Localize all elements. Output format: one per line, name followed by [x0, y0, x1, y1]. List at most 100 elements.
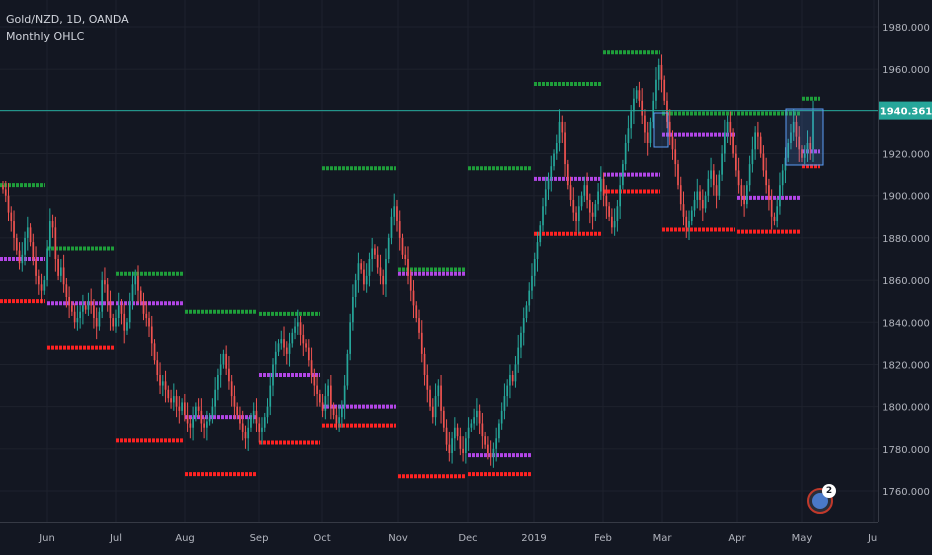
- candle-body: [688, 221, 690, 228]
- candle-body: [542, 206, 544, 226]
- candle-body: [748, 164, 751, 186]
- candle-body: [161, 381, 164, 386]
- candle-body: [682, 204, 685, 217]
- candle-body: [533, 259, 536, 276]
- candle-body: [564, 132, 566, 165]
- candle-body: [32, 242, 35, 259]
- candle-body: [784, 157, 787, 171]
- candle-body: [489, 453, 492, 458]
- candle-body: [285, 347, 288, 354]
- time-tick-label: Aug: [175, 533, 195, 544]
- candle-body: [517, 347, 520, 365]
- candle-body: [206, 421, 208, 428]
- candle-body: [217, 375, 219, 390]
- events-badge[interactable]: 2: [807, 484, 836, 514]
- candle-body: [134, 275, 137, 285]
- candle-body: [175, 396, 178, 407]
- candle-body: [619, 185, 621, 207]
- candle-body: [746, 185, 748, 205]
- candle-body: [732, 132, 734, 154]
- candle-body: [98, 311, 101, 327]
- candle-body: [803, 153, 806, 158]
- candle-body: [795, 121, 798, 137]
- candle-body: [343, 385, 346, 407]
- candle-body: [437, 385, 440, 397]
- candle-body: [525, 305, 528, 319]
- candle-body: [539, 225, 542, 243]
- candle-body: [172, 396, 175, 403]
- candle-body: [349, 322, 351, 354]
- candle-body: [434, 396, 437, 418]
- candle-body: [679, 185, 682, 205]
- candle-body: [318, 393, 321, 403]
- price-axis[interactable]: 1760.000 1780.000 1800.000 1820.000 1840.000…: [878, 0, 932, 522]
- candle-body: [520, 332, 522, 348]
- candle-body: [401, 237, 404, 255]
- candle-body: [387, 237, 390, 259]
- candle-body: [536, 242, 539, 259]
- candle-body: [812, 111, 814, 150]
- candle-body: [7, 195, 10, 213]
- candle-body: [57, 259, 59, 276]
- candle-body: [4, 189, 7, 196]
- candle-body: [781, 170, 784, 186]
- candle-body: [779, 185, 781, 207]
- candle-body: [283, 339, 285, 348]
- price-chart[interactable]: [0, 0, 878, 522]
- candle-body: [470, 423, 473, 428]
- candle-body: [280, 339, 283, 344]
- candle-body: [385, 259, 387, 285]
- candle-body: [465, 438, 467, 454]
- candle-body: [239, 415, 241, 424]
- indicator-label[interactable]: Monthly OHLC: [6, 30, 85, 43]
- candle-body: [685, 216, 688, 228]
- price-tick-label: 1900.000: [882, 192, 930, 203]
- candle-body: [37, 275, 40, 285]
- time-tick-label: Dec: [458, 533, 477, 544]
- candle-body: [214, 389, 216, 407]
- candle-body: [142, 301, 145, 314]
- candle-body: [368, 259, 371, 276]
- time-axis[interactable]: Jun Jul Aug Sep Oct Nov Dec 2019 Feb Mar Apr May Jul: [0, 522, 880, 551]
- candle-body: [531, 275, 533, 291]
- candle-body: [43, 280, 46, 291]
- candle-body: [809, 143, 812, 150]
- candle-body: [600, 178, 602, 192]
- candle-body: [247, 427, 250, 439]
- candle-body: [153, 343, 156, 361]
- candle-body: [770, 199, 773, 217]
- candle-body: [492, 448, 495, 458]
- candle-body: [195, 406, 197, 418]
- time-tick-label: Sep: [250, 533, 269, 544]
- selection-box-small: [653, 112, 669, 148]
- candle-body: [737, 170, 740, 186]
- candle-body: [644, 115, 646, 133]
- candle-body: [726, 121, 729, 133]
- candle-body: [690, 210, 693, 222]
- candle-body: [393, 206, 396, 217]
- candle-body: [294, 326, 296, 333]
- candle-body: [302, 334, 305, 344]
- candle-body: [233, 396, 236, 407]
- chart-area[interactable]: Gold/NZD, 1D, OANDA Monthly OHLC 2: [0, 0, 878, 522]
- candle-body: [54, 227, 57, 259]
- candle-body: [148, 318, 150, 327]
- candle-body: [126, 322, 128, 331]
- price-tick-label: 1840.000: [882, 318, 930, 329]
- candle-body: [757, 132, 759, 137]
- time-tick-label: Oct: [313, 533, 330, 544]
- candle-body: [390, 216, 393, 238]
- candle-body: [104, 280, 106, 285]
- candle-body: [624, 143, 627, 165]
- candle-body: [197, 406, 200, 411]
- candle-body: [335, 415, 338, 424]
- candle-body: [139, 290, 142, 302]
- symbol-title[interactable]: Gold/NZD, 1D, OANDA: [6, 13, 129, 26]
- candle-body: [68, 296, 70, 306]
- candle-body: [250, 417, 252, 428]
- candle-body: [566, 164, 569, 186]
- candle-body: [407, 259, 409, 276]
- candle-body: [10, 212, 13, 222]
- candle-body: [514, 364, 517, 382]
- candle-body: [459, 436, 462, 449]
